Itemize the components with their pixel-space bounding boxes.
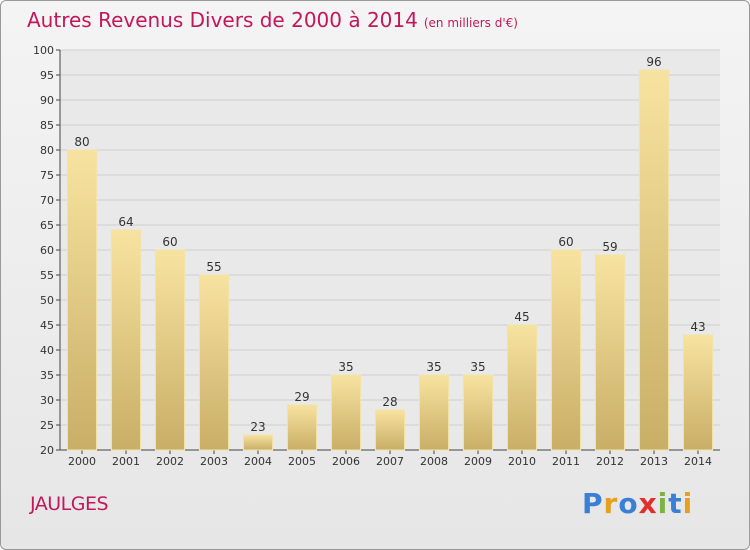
- logo-letter: r: [603, 487, 619, 520]
- logo-letter: i: [682, 487, 694, 520]
- city-name: JAULGES: [30, 493, 109, 515]
- x-tick-label-2008: 2008: [420, 455, 448, 468]
- data-label-2001: 64: [118, 215, 133, 229]
- data-label-2005: 29: [294, 390, 309, 404]
- bar-2001: [110, 229, 142, 451]
- y-tick-label: 40: [40, 344, 54, 357]
- y-tick-label: 80: [40, 144, 54, 157]
- logo-letter: P: [582, 487, 604, 520]
- bar-2008: [418, 374, 450, 451]
- data-label-2006: 35: [338, 360, 353, 374]
- y-tick-label: 55: [40, 269, 54, 282]
- data-labels: 80 64 60 55 23 29 35 28 35 35 45 60 59 96 43: [74, 55, 705, 434]
- x-tick-label-2000: 2000: [68, 455, 96, 468]
- y-tick-label: 30: [40, 394, 54, 407]
- y-tick-label: 45: [40, 319, 54, 332]
- data-label-2000: 80: [74, 135, 89, 149]
- data-label-2014: 43: [690, 320, 705, 334]
- data-label-2009: 35: [470, 360, 485, 374]
- chart-title: Autres Revenus Divers de 2000 à 2014 (en …: [27, 8, 518, 32]
- y-tick-label: 90: [40, 94, 54, 107]
- x-tick-label-2014: 2014: [684, 455, 712, 468]
- bar-2000: [66, 149, 98, 451]
- x-tick-label-2010: 2010: [508, 455, 536, 468]
- bar-2003: [198, 274, 230, 451]
- axes: 20 25 30 35 40 45 50 55 60 65 70 75 80 85 90 95 100 2000 2…: [33, 44, 720, 468]
- logo-letter: x: [638, 487, 658, 520]
- data-label-2007: 28: [382, 395, 397, 409]
- data-label-2004: 23: [250, 420, 265, 434]
- bar-2004: [242, 434, 274, 451]
- y-tick-label: 75: [40, 169, 54, 182]
- bar-2002: [154, 249, 186, 451]
- y-tick-label: 70: [40, 194, 54, 207]
- bar-2013: [638, 69, 670, 451]
- data-label-2011: 60: [558, 235, 573, 249]
- proxiti-logo: Proxiti: [582, 487, 693, 520]
- bar-2012: [594, 254, 626, 451]
- bar-2006: [330, 374, 362, 451]
- y-tick-label: 100: [33, 44, 54, 57]
- logo-letter: t: [668, 487, 683, 520]
- bars: [66, 69, 714, 451]
- data-label-2008: 35: [426, 360, 441, 374]
- y-tick-label: 65: [40, 219, 54, 232]
- x-tick-label-2007: 2007: [376, 455, 404, 468]
- title-text: Autres Revenus Divers de 2000 à 2014: [27, 8, 418, 32]
- data-label-2013: 96: [646, 55, 661, 69]
- bar-2009: [462, 374, 494, 451]
- x-tick-label-2004: 2004: [244, 455, 272, 468]
- x-tick-label-2001: 2001: [112, 455, 140, 468]
- x-tick-label-2009: 2009: [464, 455, 492, 468]
- y-tick-label: 50: [40, 294, 54, 307]
- data-label-2003: 55: [206, 260, 221, 274]
- bar-2010: [506, 324, 538, 451]
- data-label-2002: 60: [162, 235, 177, 249]
- y-tick-label: 60: [40, 244, 54, 257]
- x-tick-label-2013: 2013: [640, 455, 668, 468]
- y-tick-label: 85: [40, 119, 54, 132]
- x-tick-label-2005: 2005: [288, 455, 316, 468]
- chart-subtitle: (en milliers d'€): [423, 16, 518, 30]
- data-label-2010: 45: [514, 310, 529, 324]
- bar-2014: [682, 334, 714, 451]
- y-tick-label: 20: [40, 444, 54, 457]
- x-tick-label-2011: 2011: [552, 455, 580, 468]
- bar-2005: [286, 404, 318, 451]
- y-tick-label: 35: [40, 369, 54, 382]
- bar-2007: [374, 409, 406, 451]
- logo-letter: i: [657, 487, 669, 520]
- y-tick-label: 25: [40, 419, 54, 432]
- x-tick-label-2003: 2003: [200, 455, 228, 468]
- data-label-2012: 59: [602, 240, 617, 254]
- x-tick-label-2002: 2002: [156, 455, 184, 468]
- x-tick-label-2012: 2012: [596, 455, 624, 468]
- y-tick-label: 95: [40, 69, 54, 82]
- logo-letter: o: [618, 487, 639, 520]
- bar-2011: [550, 249, 582, 451]
- x-tick-label-2006: 2006: [332, 455, 360, 468]
